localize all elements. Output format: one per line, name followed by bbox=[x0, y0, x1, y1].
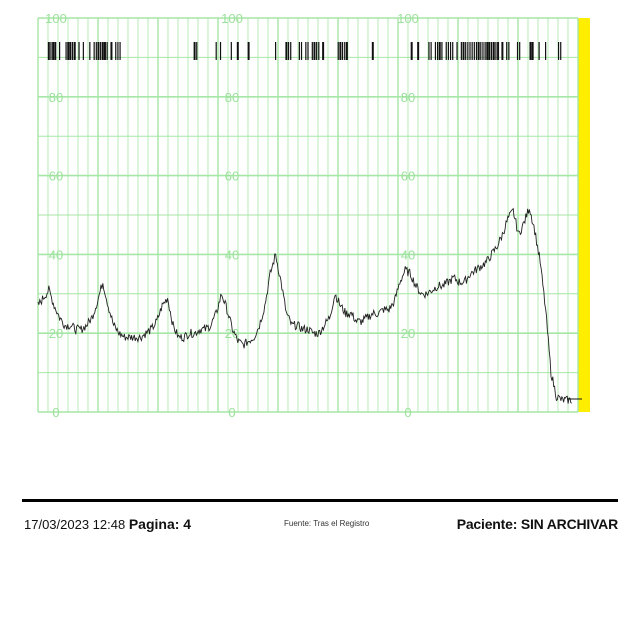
highlight-strip bbox=[578, 18, 590, 412]
y-tick-labels: 100 80 60 40 20 0 100 80 60 40 20 0 100 80 60 40 20 0 bbox=[45, 11, 419, 420]
y-tick-label: 60 bbox=[49, 169, 63, 184]
y-tick-label: 40 bbox=[225, 247, 239, 262]
y-tick-label: 80 bbox=[401, 90, 415, 105]
y-tick-label: 80 bbox=[49, 90, 63, 105]
trace-series bbox=[37, 207, 582, 404]
center-note: Fuente: Tras el Registro bbox=[284, 519, 370, 528]
y-tick-label: 40 bbox=[401, 247, 415, 262]
event-marker-row bbox=[47, 42, 562, 60]
y-tick-label: 80 bbox=[225, 90, 239, 105]
trace-line bbox=[37, 207, 572, 404]
chart-grid bbox=[37, 17, 590, 413]
print-date: 17/03/2023 12:48 bbox=[24, 517, 126, 532]
y-tick-label: 20 bbox=[49, 326, 63, 341]
y-tick-label: 100 bbox=[221, 11, 243, 26]
y-tick-label: 0 bbox=[228, 405, 235, 420]
page-number: Pagina: 4 bbox=[128, 516, 192, 532]
y-tick-label: 20 bbox=[225, 326, 239, 341]
footer-divider bbox=[22, 499, 618, 502]
y-tick-label: 100 bbox=[45, 11, 67, 26]
patient-label: Paciente: SIN ARCHIVAR bbox=[456, 516, 618, 532]
y-tick-label: 0 bbox=[52, 405, 59, 420]
date-page-label: 17/03/2023 12:48 Pagina: 4 bbox=[24, 516, 191, 532]
y-tick-label: 60 bbox=[401, 169, 415, 184]
y-tick-label: 0 bbox=[404, 405, 411, 420]
y-tick-label: 40 bbox=[49, 247, 63, 262]
y-tick-label: 20 bbox=[401, 326, 415, 341]
y-tick-label: 60 bbox=[225, 169, 239, 184]
y-tick-label: 100 bbox=[397, 11, 419, 26]
